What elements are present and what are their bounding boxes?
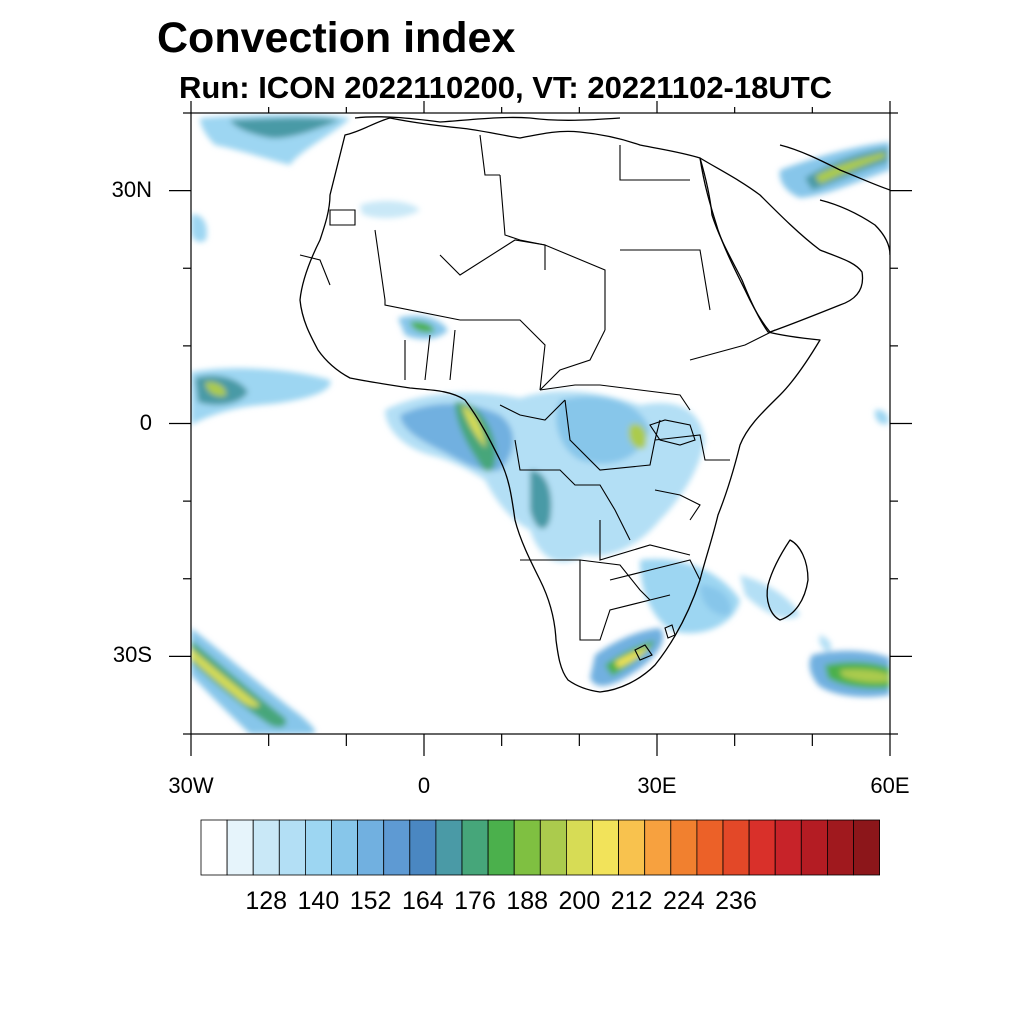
colorbar-label: 152: [349, 887, 392, 915]
colorbar-label: 200: [558, 887, 601, 915]
lat-label: 30S: [112, 642, 152, 668]
colorbar-swatch: [592, 819, 620, 876]
colorbar: [200, 819, 881, 876]
colorbar-swatch: [566, 819, 593, 876]
colorbar-label: 128: [245, 887, 288, 915]
colorbar-swatch: [539, 819, 567, 876]
colorbar-swatch: [774, 819, 802, 876]
lon-label: 30W: [168, 773, 214, 798]
lon-label: 60E: [870, 773, 910, 798]
colorbar-swatch: [696, 819, 724, 876]
colorbar-label: 236: [715, 887, 757, 915]
colorbar-label: 140: [297, 887, 340, 915]
colorbar-swatch: [853, 819, 881, 876]
lat-label: 30N: [111, 176, 152, 202]
colorbar-swatch: [513, 819, 541, 876]
lon-label: 0: [417, 773, 431, 798]
colorbar-swatch: [670, 819, 698, 876]
colorbar-swatch: [722, 819, 750, 876]
colorbar-swatch: [278, 819, 306, 876]
convection-field: [191, 114, 890, 734]
colorbar-label: 224: [662, 887, 705, 915]
colorbar-swatch: [644, 819, 672, 876]
colorbar-label: 176: [454, 887, 496, 915]
colorbar-swatch: [200, 819, 228, 876]
axis-ticks: [169, 101, 912, 756]
lat-label: 0: [139, 409, 152, 435]
colorbar-swatch: [357, 819, 385, 876]
colorbar-swatch: [748, 819, 776, 876]
colorbar-swatch: [252, 819, 280, 876]
colorbar-swatch: [487, 819, 515, 876]
colorbar-swatch: [383, 819, 411, 876]
colorbar-swatch: [331, 819, 359, 876]
chart-title: Convection index: [157, 14, 516, 62]
colorbar-swatch: [435, 819, 463, 876]
colorbar-swatch: [827, 819, 854, 876]
colorbar-swatch: [461, 819, 489, 876]
colorbar-swatch: [409, 819, 437, 876]
lon-label: 30E: [637, 773, 677, 798]
country-borders: [299, 134, 776, 661]
colorbar-swatch: [226, 819, 254, 876]
colorbar-swatch: [304, 819, 332, 876]
colorbar-swatch: [800, 819, 828, 876]
colorbar-label: 188: [506, 887, 549, 915]
coastlines: [299, 116, 890, 693]
chart-subtitle: Run: ICON 2022110200, VT: 20221102-18UTC: [179, 70, 833, 105]
colorbar-label: 212: [610, 887, 653, 915]
colorbar-label: 164: [401, 887, 444, 915]
colorbar-swatch: [618, 819, 646, 876]
